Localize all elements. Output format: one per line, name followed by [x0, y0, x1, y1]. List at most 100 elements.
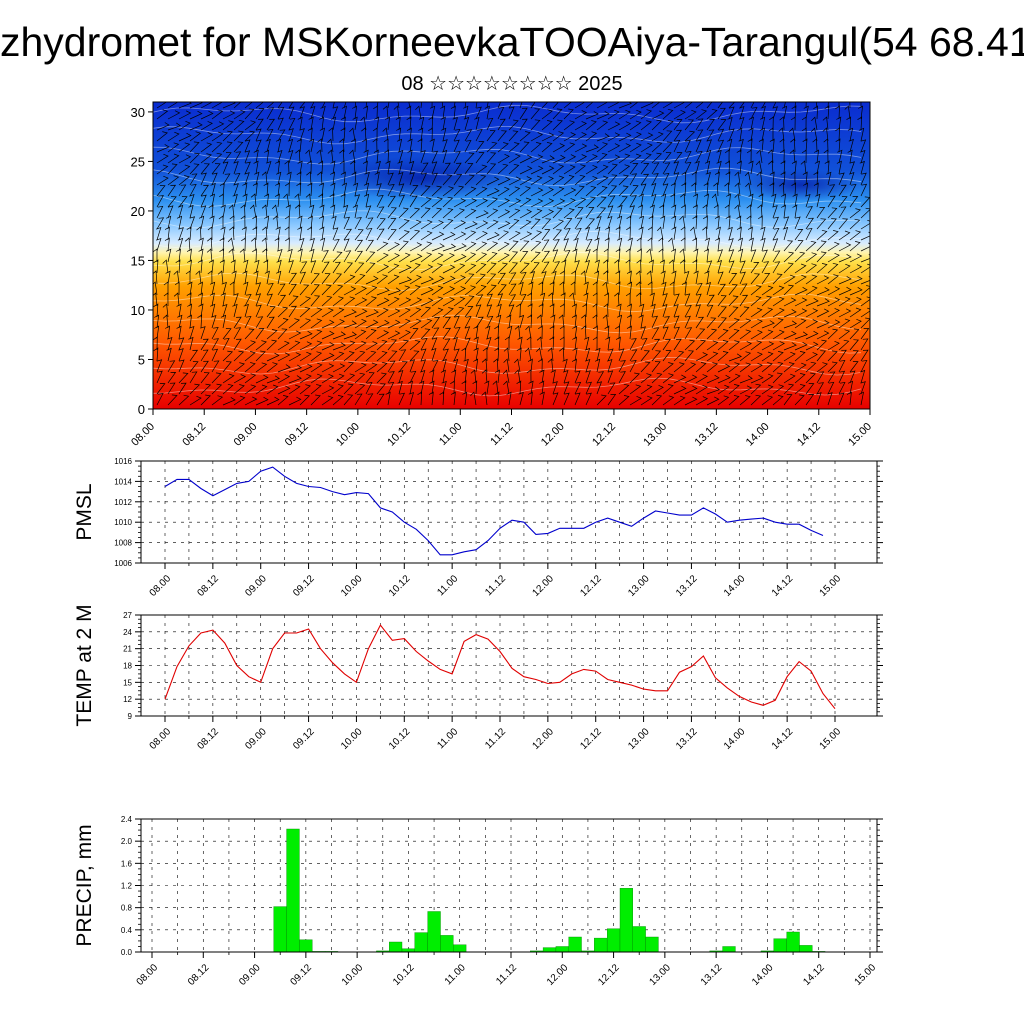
wind-barb [717, 329, 729, 340]
wind-barb [838, 102, 840, 108]
wind-barb [695, 396, 709, 406]
wind-barb [317, 171, 323, 186]
wind-barb [574, 392, 581, 406]
wind-barb [409, 263, 421, 274]
wind-barb [200, 394, 211, 406]
wind-barb [585, 249, 591, 263]
wind-barb [415, 105, 422, 120]
wind-barb [208, 259, 214, 274]
wind-barb [244, 161, 251, 175]
wind-barb [266, 339, 278, 351]
wind-barb [297, 215, 303, 230]
wind-barb [508, 102, 513, 109]
wind-barb [648, 226, 653, 241]
wind-barb [508, 163, 520, 175]
wind-barb [263, 182, 269, 197]
wind-barb [552, 175, 565, 186]
wind-barb [658, 248, 664, 263]
precip-bar [453, 944, 467, 953]
wind-barb [243, 259, 249, 274]
wind-barb [684, 327, 693, 340]
wind-barb [606, 359, 613, 373]
wind-barb [651, 119, 663, 131]
wind-barb [211, 152, 223, 164]
wind-barb [241, 226, 247, 241]
y-tick-label: 30 [131, 105, 145, 120]
wind-barb [728, 340, 740, 351]
isotherm-line [153, 272, 862, 291]
wind-barb [647, 237, 653, 252]
wind-barb [397, 150, 404, 164]
wind-barb [629, 173, 638, 186]
wind-barb [779, 182, 785, 197]
wind-barb [441, 358, 447, 373]
wind-barb [849, 264, 863, 274]
wind-barb [283, 193, 290, 208]
x-tick-label: 14.12 [801, 962, 827, 988]
wind-barb [233, 327, 242, 340]
wind-barb [728, 128, 735, 142]
wind-barb [387, 102, 390, 109]
wind-barb [651, 131, 664, 142]
wind-barb [649, 292, 655, 307]
wind-barb [252, 182, 258, 197]
wind-barb [354, 297, 368, 307]
wind-barb [849, 196, 859, 208]
wind-barb [409, 185, 419, 197]
wind-barb [823, 149, 829, 164]
wind-barb [662, 326, 669, 340]
wind-barb [706, 304, 714, 318]
wind-barb [475, 106, 482, 120]
wind-barb [715, 237, 721, 252]
wind-barb [761, 285, 774, 296]
wind-barb [684, 293, 691, 307]
wind-barb [859, 127, 865, 142]
wind-barb [706, 294, 715, 307]
wind-barb [714, 215, 720, 230]
wind-barb [607, 382, 616, 395]
wind-barb [739, 260, 746, 274]
wind-barb [849, 183, 857, 197]
figure-subtitle: 08 ☆☆☆☆☆☆☆☆ 2025 [401, 73, 623, 95]
y-tick-label: 9 [128, 712, 133, 721]
wind-barb [717, 107, 726, 120]
wind-barb [441, 380, 447, 395]
wind-barb [167, 382, 176, 395]
wind-barb [640, 102, 654, 109]
wind-barb [244, 340, 257, 351]
wind-barb [662, 108, 674, 120]
wind-barb [772, 285, 785, 296]
wind-barb [332, 227, 339, 241]
wind-barb [772, 216, 780, 230]
wind-barb [276, 270, 282, 285]
wind-barb [671, 226, 677, 241]
wind-barb [343, 373, 356, 384]
wind-barb [838, 230, 851, 241]
wind-barb [241, 237, 246, 252]
wind-barb [197, 292, 203, 307]
wind-barbs [153, 102, 870, 406]
wind-barb [640, 361, 651, 373]
wind-barb [431, 359, 439, 373]
wind-barb [442, 207, 454, 219]
wind-barb [167, 360, 176, 373]
wind-barb [299, 284, 310, 296]
wind-barb [761, 351, 774, 362]
wind-barb [275, 182, 281, 197]
wind-barb [310, 102, 315, 109]
y-tick-label: 2.4 [121, 815, 133, 824]
wind-barb [602, 281, 609, 296]
wind-barb [574, 217, 583, 230]
wind-barb [681, 171, 687, 186]
wind-barb [691, 171, 697, 186]
wind-barb [596, 120, 609, 131]
wind-barb [849, 328, 860, 340]
wind-barb [756, 149, 763, 164]
wind-barb [352, 182, 359, 197]
wind-barb [662, 293, 668, 307]
wind-barb [350, 160, 356, 175]
wind-barb [725, 160, 730, 175]
wind-barb [398, 285, 411, 296]
wind-barb [639, 303, 645, 318]
wind-barb [343, 394, 354, 406]
